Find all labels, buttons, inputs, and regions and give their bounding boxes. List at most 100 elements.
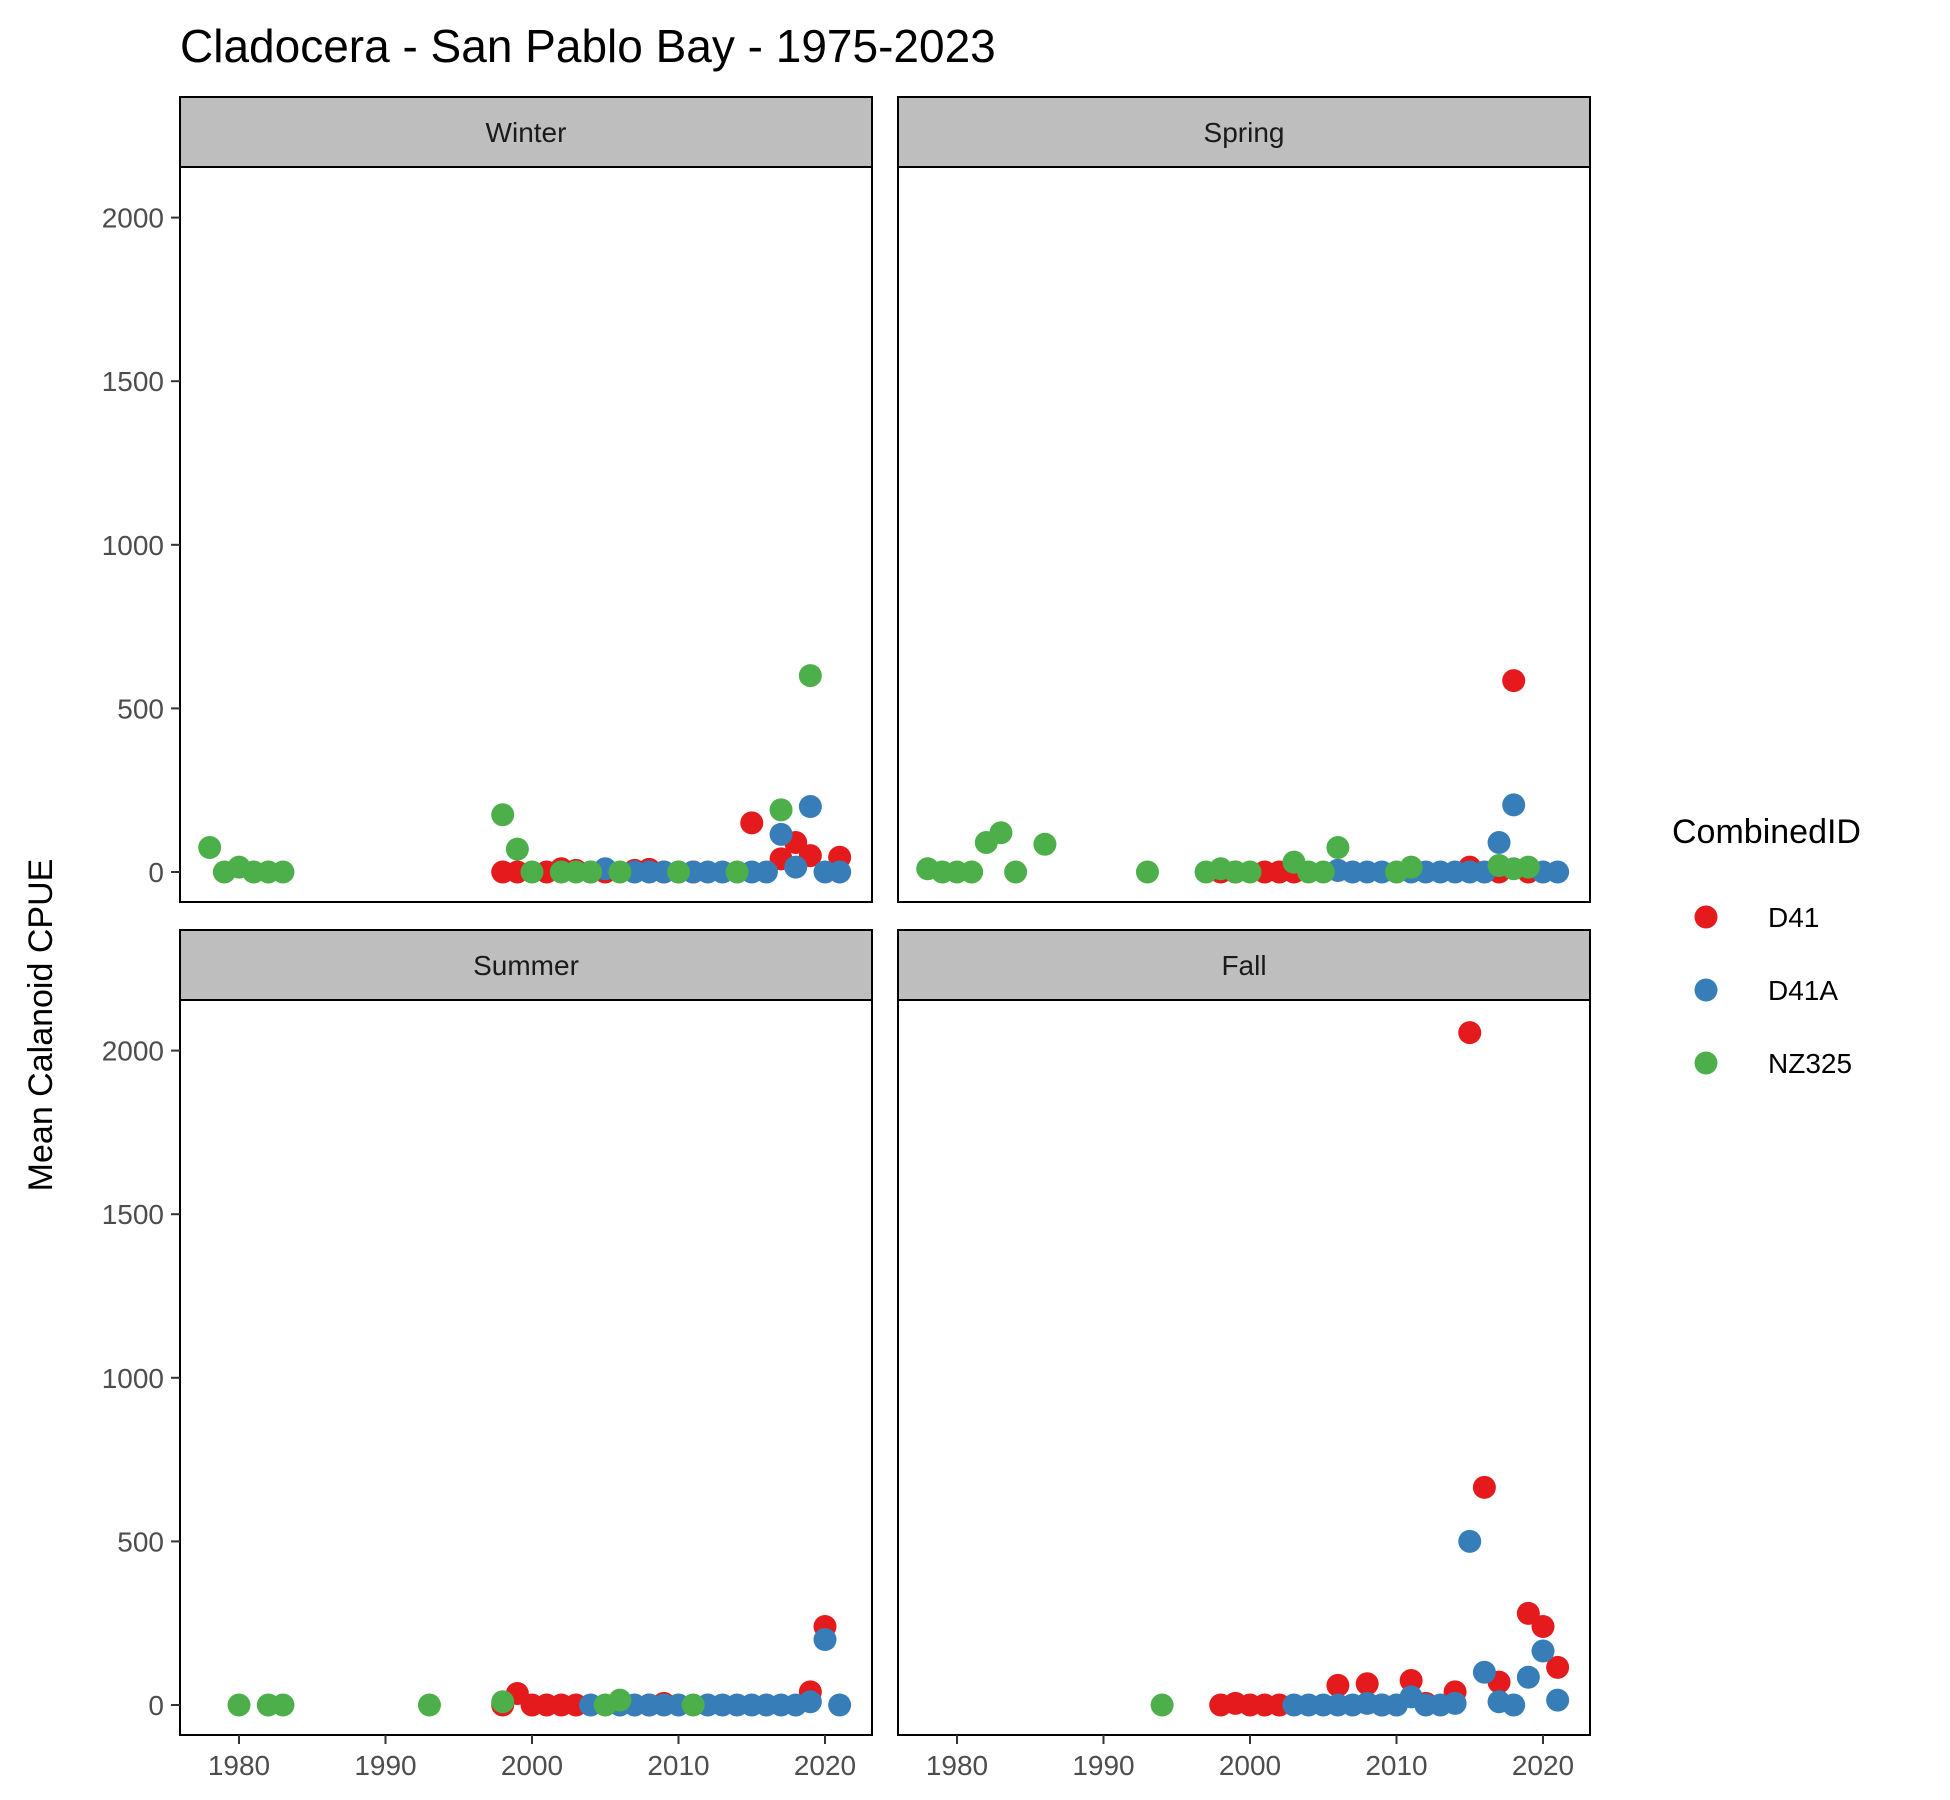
data-point: [1516, 1665, 1540, 1689]
data-point: [1502, 1693, 1526, 1717]
data-point: [798, 795, 822, 819]
facet-strip: [179, 96, 873, 168]
data-point: [667, 860, 690, 884]
x-tick-label: 2020: [1512, 1750, 1574, 1781]
data-point: [505, 837, 529, 861]
data-point: [1546, 860, 1570, 884]
facet-strip: [897, 929, 1591, 1001]
data-point: [798, 664, 822, 688]
y-tick-label: 0: [148, 1690, 164, 1721]
data-point: [828, 1693, 852, 1717]
data-point: [769, 798, 793, 822]
facet-panel: [179, 999, 873, 1736]
data-point: [1135, 860, 1159, 884]
facet-spring: Spring: [897, 96, 1591, 903]
data-point: [1487, 831, 1511, 855]
facet-fall: Fall 1980 1990 2000 2010 2020: [897, 929, 1591, 1781]
facet-winter: Winter 0 500 1000 1500 2000: [102, 96, 873, 903]
legend-label: D41A: [1768, 975, 1838, 1006]
data-point: [1472, 1475, 1496, 1499]
data-point: [1502, 793, 1526, 817]
legend-item-nz325: NZ325: [1694, 1048, 1852, 1079]
x-tick-label: 1990: [1072, 1750, 1134, 1781]
y-axis-title: Mean Calanoid CPUE: [22, 859, 60, 1192]
data-point: [681, 1693, 705, 1717]
data-point: [608, 1688, 632, 1712]
series-nz325: [1150, 1693, 1174, 1717]
data-point: [271, 1693, 295, 1717]
legend-title: CombinedID: [1672, 813, 1861, 851]
data-point: [579, 860, 603, 884]
chart-title: Cladocera - San Pablo Bay - 1975-2023: [180, 20, 996, 72]
data-point: [1516, 855, 1540, 879]
data-point: [1472, 1660, 1496, 1684]
data-point: [960, 860, 984, 884]
data-point: [725, 860, 749, 884]
legend-key: [1694, 905, 1718, 929]
data-point: [417, 1693, 441, 1717]
legend-key: [1694, 978, 1718, 1002]
data-point: [1238, 860, 1262, 884]
x-tick-label: 1980: [926, 1750, 988, 1781]
x-tick-label: 2000: [1219, 1750, 1281, 1781]
x-tick-label: 2020: [794, 1750, 856, 1781]
data-point: [1399, 855, 1423, 879]
series-nz325: [916, 821, 1540, 884]
facet-strip: [179, 929, 873, 1001]
data-point: [1150, 1693, 1174, 1717]
data-point: [1458, 1529, 1482, 1553]
data-point: [740, 811, 764, 835]
y-tick-label: 0: [148, 857, 164, 888]
data-point: [1326, 1673, 1350, 1697]
data-point: [1516, 1601, 1540, 1625]
legend-item-d41: D41: [1694, 902, 1819, 933]
data-point: [520, 860, 544, 884]
data-point: [784, 855, 808, 879]
data-point: [769, 822, 793, 846]
data-point: [608, 860, 632, 884]
x-tick-label: 1990: [354, 1750, 416, 1781]
y-tick-label: 500: [117, 693, 164, 724]
data-point: [1033, 832, 1057, 856]
data-point: [813, 1628, 837, 1652]
y-tick-label: 500: [117, 1526, 164, 1557]
data-point: [828, 860, 852, 884]
x-tick-label: 2010: [1365, 1750, 1427, 1781]
data-point: [1355, 1672, 1379, 1696]
data-point: [227, 1693, 251, 1717]
data-point: [1004, 860, 1028, 884]
facet-panel: [897, 999, 1591, 1736]
data-point: [1531, 1614, 1555, 1638]
y-tick-label: 1000: [102, 1363, 164, 1394]
data-point: [989, 821, 1013, 845]
data-point: [198, 835, 222, 859]
data-point: [1458, 1021, 1482, 1045]
series-nz325: [227, 1688, 705, 1717]
y-tick-label: 1500: [102, 366, 164, 397]
facet-strip-label: Winter: [486, 117, 567, 148]
y-tick-label: 1000: [102, 530, 164, 561]
data-point: [1311, 860, 1335, 884]
legend: CombinedID D41 D41A NZ325: [1672, 813, 1861, 1079]
facet-summer: Summer 0 500 1000 1500 2000 1980 1990 2000 2010 20…: [102, 929, 873, 1781]
data-point: [271, 860, 295, 884]
y-tick-label: 2000: [102, 1036, 164, 1067]
series-d41a: [1282, 1529, 1570, 1717]
data-point: [1502, 669, 1526, 693]
data-point: [1326, 835, 1350, 859]
facet-panel: [897, 166, 1591, 903]
y-tick-label: 2000: [102, 203, 164, 234]
legend-label: D41: [1768, 902, 1819, 933]
x-tick-label: 1980: [208, 1750, 270, 1781]
data-point: [491, 1690, 515, 1714]
data-point: [491, 803, 515, 827]
facet-strip-label: Spring: [1204, 117, 1285, 148]
data-point: [754, 860, 778, 884]
series-nz325: [198, 664, 822, 884]
legend-items: D41 D41A NZ325: [1694, 902, 1852, 1079]
legend-label: NZ325: [1768, 1048, 1852, 1079]
facet-strip-label: Fall: [1221, 950, 1266, 981]
data-point: [798, 1690, 822, 1714]
data-point: [1531, 1639, 1555, 1663]
